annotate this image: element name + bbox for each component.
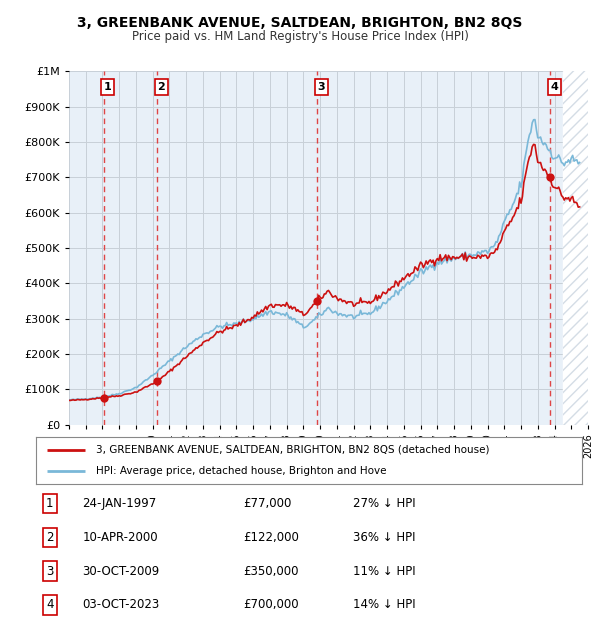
Text: 4: 4	[550, 82, 558, 92]
Text: 14% ↓ HPI: 14% ↓ HPI	[353, 598, 415, 611]
Text: 10-APR-2000: 10-APR-2000	[82, 531, 158, 544]
Text: 3, GREENBANK AVENUE, SALTDEAN, BRIGHTON, BN2 8QS: 3, GREENBANK AVENUE, SALTDEAN, BRIGHTON,…	[77, 16, 523, 30]
Bar	[563, 71, 596, 425]
Text: HPI: Average price, detached house, Brighton and Hove: HPI: Average price, detached house, Brig…	[96, 466, 386, 476]
Text: 3: 3	[317, 82, 325, 92]
Text: 2: 2	[46, 531, 53, 544]
Text: £122,000: £122,000	[244, 531, 299, 544]
Text: 03-OCT-2023: 03-OCT-2023	[82, 598, 160, 611]
Text: Price paid vs. HM Land Registry's House Price Index (HPI): Price paid vs. HM Land Registry's House …	[131, 30, 469, 43]
Text: 1: 1	[104, 82, 112, 92]
Text: 30-OCT-2009: 30-OCT-2009	[82, 565, 160, 578]
Text: £350,000: £350,000	[244, 565, 299, 578]
Text: 27% ↓ HPI: 27% ↓ HPI	[353, 497, 415, 510]
Text: 3: 3	[46, 565, 53, 578]
Text: 4: 4	[46, 598, 53, 611]
Text: 3, GREENBANK AVENUE, SALTDEAN, BRIGHTON, BN2 8QS (detached house): 3, GREENBANK AVENUE, SALTDEAN, BRIGHTON,…	[96, 445, 490, 454]
Text: 2: 2	[157, 82, 165, 92]
Bar	[563, 71, 596, 425]
Text: £77,000: £77,000	[244, 497, 292, 510]
Text: 1: 1	[46, 497, 53, 510]
Text: £700,000: £700,000	[244, 598, 299, 611]
Text: 11% ↓ HPI: 11% ↓ HPI	[353, 565, 415, 578]
Text: 24-JAN-1997: 24-JAN-1997	[82, 497, 157, 510]
Text: 36% ↓ HPI: 36% ↓ HPI	[353, 531, 415, 544]
